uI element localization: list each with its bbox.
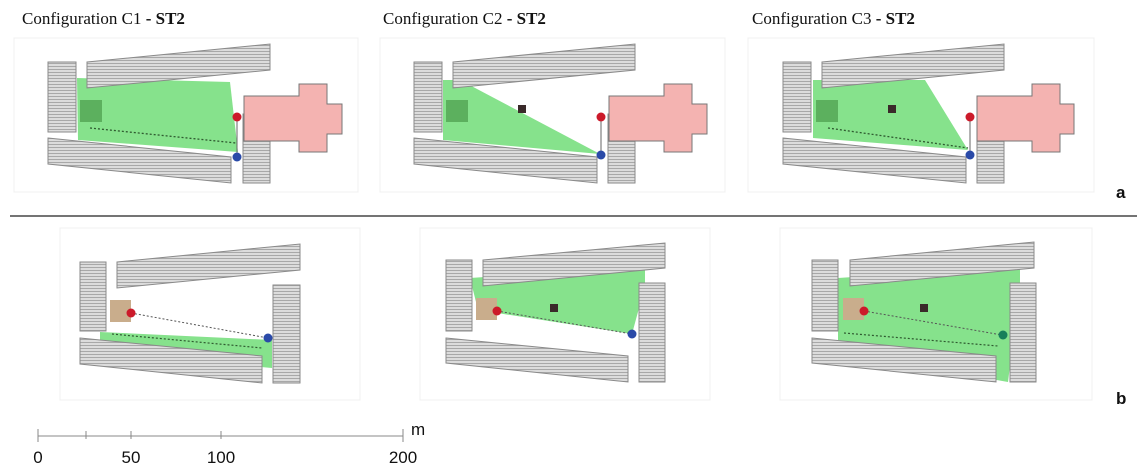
panel-b1 <box>59 227 361 401</box>
panel-a3-title-bold: ST2 <box>886 9 915 28</box>
pink-building <box>976 83 1075 153</box>
pink-building <box>243 83 343 153</box>
square-marker <box>446 100 468 122</box>
panel-a1-title-bold: ST2 <box>156 9 185 28</box>
panel-a2-title-sep: - <box>502 9 516 28</box>
sightline <box>827 127 969 149</box>
red-point <box>232 112 242 122</box>
scale-label-50: 50 <box>122 448 141 467</box>
panel-a3-title-sep: - <box>871 9 885 28</box>
sightline <box>130 312 269 339</box>
building-left <box>782 61 812 133</box>
dark-marker <box>888 105 896 113</box>
tan-block <box>843 298 864 320</box>
panel-a2-title-bold: ST2 <box>517 9 546 28</box>
panel-b2 <box>419 227 711 401</box>
scale-label-0: 0 <box>33 448 42 467</box>
building-top <box>821 43 1005 89</box>
panel-a1 <box>13 37 359 193</box>
visible-zone <box>77 78 238 152</box>
sightline <box>89 127 237 144</box>
dark-marker <box>920 304 928 312</box>
pink-building <box>608 83 708 153</box>
tan-block <box>110 300 131 322</box>
building-right <box>638 282 666 383</box>
dark-marker <box>550 304 558 312</box>
red-point <box>492 306 502 316</box>
blue-point <box>232 152 242 162</box>
square-marker <box>80 100 102 122</box>
panel-b3 <box>779 227 1093 401</box>
red-point <box>965 112 975 122</box>
scale-bar: m 0 50 100 200 <box>33 420 425 467</box>
square-marker <box>816 100 838 122</box>
sightline-inner <box>843 332 999 347</box>
panel-a2 <box>379 37 726 193</box>
panel-a2-title-prefix: Configuration C2 <box>383 9 502 28</box>
building-bottom <box>79 337 263 384</box>
building-bottom <box>445 337 629 383</box>
panel-a3-title-prefix: Configuration C3 <box>752 9 871 28</box>
building-top <box>849 241 1035 287</box>
building-right <box>1009 282 1037 383</box>
building-left <box>47 61 77 133</box>
building-bottom <box>782 137 967 184</box>
scale-label-200: 200 <box>389 448 417 467</box>
red-point <box>859 306 869 316</box>
sightline <box>863 310 1003 336</box>
red-point <box>126 308 136 318</box>
building-top <box>86 43 271 89</box>
panel-a1-title: Configuration C1 - ST2 <box>22 9 185 28</box>
building-bottom <box>413 137 598 184</box>
building-left <box>445 259 473 332</box>
blue-point <box>596 150 606 160</box>
building-left <box>811 259 839 332</box>
panel-a1-title-sep: - <box>141 9 155 28</box>
blue-point <box>263 333 273 343</box>
building-top <box>482 242 666 287</box>
panel-a1-title-prefix: Configuration C1 <box>22 9 141 28</box>
building-bottom <box>811 337 997 383</box>
scale-unit: m <box>411 420 425 439</box>
blue-point <box>627 329 637 339</box>
scale-label-100: 100 <box>207 448 235 467</box>
dark-marker <box>518 105 526 113</box>
building-top <box>452 43 636 89</box>
building-right <box>272 284 301 384</box>
building-top <box>116 243 301 289</box>
tan-block <box>476 298 497 320</box>
building-left <box>79 261 107 332</box>
panel-a2-title: Configuration C2 - ST2 <box>383 9 546 28</box>
visible-zone <box>813 80 968 150</box>
sightline <box>496 310 633 335</box>
building-bottom <box>47 137 232 184</box>
red-point <box>596 112 606 122</box>
building-left <box>413 61 443 133</box>
panel-a3 <box>747 37 1095 193</box>
row-a-label: a <box>1116 183 1126 202</box>
row-b-label: b <box>1116 389 1126 408</box>
visible-zone <box>443 80 600 154</box>
blue-point <box>965 150 975 160</box>
teal-point <box>998 330 1008 340</box>
sightline-inner <box>111 333 263 349</box>
panel-a3-title: Configuration C3 - ST2 <box>752 9 915 28</box>
